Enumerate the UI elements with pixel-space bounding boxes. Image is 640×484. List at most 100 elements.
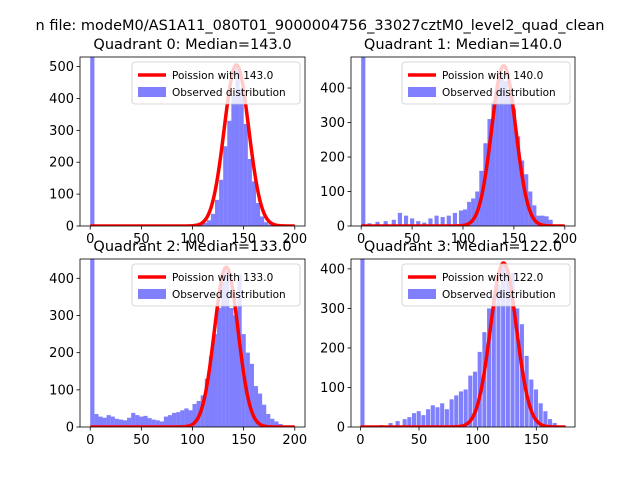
- quadrant-3-ytick-label-3: 300: [320, 302, 345, 317]
- quadrant-3-hist-bar-22: [487, 308, 492, 427]
- quadrant-2-hist-bar-22: [180, 410, 185, 427]
- quadrant-1-hist-bar-5: [397, 212, 403, 226]
- quadrant-2-hist-bar-8: [122, 420, 128, 427]
- quadrant-2-hist-bar-11: [135, 415, 140, 427]
- quadrant-2-ytick-label-0: 0: [66, 421, 74, 436]
- quadrant-2-hist-bar-34: [229, 308, 234, 427]
- quadrant-0-xtick-label-2: 100: [180, 232, 205, 247]
- quadrant-2-hist-bar-44: [270, 418, 275, 427]
- quadrant-1-hist-bar-37: [548, 219, 553, 226]
- quadrant-2-hist-bar-10: [131, 412, 136, 427]
- quadrant-2-hist-bar-20: [172, 412, 177, 427]
- quadrant-2-hist-bar-6: [114, 418, 119, 427]
- quadrant-2-legend-box: [131, 263, 301, 307]
- quadrant-3-hist-bar-34: [543, 411, 548, 427]
- quadrant-1-ytick-label-1: 100: [320, 185, 345, 200]
- quadrant-1-fit-line: [359, 63, 567, 226]
- quadrant-0-xtick-label-1: 50: [133, 232, 150, 247]
- quadrant-2-ytick-label-4: 400: [49, 272, 74, 287]
- quadrant-2-hist-bar-1: [94, 413, 99, 427]
- quadrant-1-hist-bar-3: [383, 221, 388, 226]
- quadrant-2-hist-bar-9: [127, 417, 132, 427]
- quadrant-2-hist-bar-42: [262, 404, 267, 427]
- quadrant-3-hist-bar-11: [435, 407, 440, 427]
- quadrant-0-legend-box: [131, 61, 301, 105]
- quadrant-2-hist-bar-35: [233, 315, 238, 427]
- quadrant-3-xtick-label-2: 100: [465, 433, 490, 448]
- quadrant-1-ytick-label-0: 0: [337, 220, 345, 235]
- quadrant-2-xtick-label-2: 100: [180, 433, 205, 448]
- quadrant-3-fit-line: [359, 261, 567, 427]
- quadrant-2-hist-bar-19: [167, 415, 173, 427]
- quadrant-0-hist-bar-15: [247, 159, 252, 226]
- quadrant-2-hist-bar-30: [212, 334, 218, 427]
- quadrant-3-hist-bar-8: [421, 415, 426, 427]
- quadrant-1-hist-bar-30: [520, 160, 525, 226]
- quadrant-1-hist-bar-4: [391, 219, 396, 226]
- quadrant-3-hist-bar-33: [538, 403, 543, 427]
- quadrant-0-hist-bar-5: [206, 220, 212, 226]
- quadrant-2-plot-area: [88, 259, 297, 427]
- quadrant-2-hist-bar-21: [176, 412, 181, 427]
- quadrant-1-hist-bar-14: [452, 212, 457, 226]
- quadrant-1-ytick-label-2: 200: [320, 151, 345, 166]
- quadrant-2-legend-hist-swatch: [138, 289, 166, 299]
- quadrant-3-xtick-label-3: 150: [524, 433, 549, 448]
- quadrant-3-xtick-label-1: 50: [411, 433, 428, 448]
- quadrant-0-ytick-label-2: 200: [49, 156, 74, 171]
- quadrant-0-title: Quadrant 0: Median=143.0: [93, 37, 291, 53]
- quadrant-3-hist-bar-12: [440, 403, 445, 427]
- quadrant-2-xtick-label-3: 150: [231, 433, 256, 448]
- quadrant-2-hist-bar-33: [225, 270, 230, 427]
- quadrant-3-hist-bar-9: [426, 409, 431, 427]
- quadrant-3-frame: [350, 258, 576, 428]
- quadrant-2-hist-bar-23: [184, 408, 189, 427]
- quadrant-2-ytick-label-3: 300: [49, 309, 74, 324]
- quadrant-3-hist-bar-26: [505, 270, 510, 427]
- quadrant-3-hist-bar-24: [496, 284, 501, 427]
- quadrant-2-hist-bar-28: [204, 378, 209, 427]
- quadrant-0-legend-hist-label: Observed distribution: [172, 87, 286, 99]
- quadrant-2-hist-bar-43: [266, 413, 271, 427]
- quadrant-3-hist-bar-27: [510, 272, 515, 427]
- quadrant-2-hist-bar-7: [118, 419, 124, 427]
- quadrant-3-hist-bar-4: [402, 419, 407, 427]
- quadrant-1-hist-bar-23: [491, 101, 496, 226]
- quadrant-3-hist-bar-6: [411, 413, 417, 427]
- quadrant-0-ytick-label-5: 500: [49, 60, 74, 75]
- quadrant-3-legend-fit-label: Poission with 122.0: [442, 272, 543, 284]
- quadrant-1-hist-bar-15: [458, 210, 464, 226]
- quadrant-1-hist-bar-35: [540, 215, 545, 226]
- quadrant-2-hist-bar-0: [90, 259, 95, 427]
- quadrant-1-hist-bar-8: [416, 221, 421, 226]
- quadrant-3-hist-bar-3: [395, 421, 400, 427]
- quadrant-3-xtick-label-0: 0: [356, 433, 364, 448]
- quadrant-1-hist-bar-27: [507, 94, 512, 226]
- quadrant-3-plot-area: [359, 259, 567, 427]
- quadrant-0-hist-bar-14: [243, 123, 248, 226]
- quadrant-3-hist-bar-13: [444, 409, 449, 427]
- quadrant-3-hist-bar-14: [449, 399, 454, 427]
- quadrant-1-hist-bar-12: [440, 217, 445, 226]
- quadrant-2-hist-bar-18: [163, 416, 169, 427]
- quadrant-3-hist-bar-36: [552, 423, 557, 427]
- quadrant-0-hist-bar-4: [202, 222, 207, 226]
- quadrant-0-hist-bar-16: [251, 181, 257, 226]
- quadrant-0-ytick-label-4: 400: [49, 92, 74, 107]
- quadrant-0-hist-bar-10: [227, 120, 232, 226]
- quadrant-0-hist-bar-12: [235, 68, 240, 226]
- quadrant-0-xtick-label-0: 0: [86, 232, 94, 247]
- quadrant-3-legend-box: [401, 263, 571, 307]
- quadrant-2-hist-bar-24: [188, 410, 193, 427]
- quadrant-2-hist-bar-5: [110, 416, 115, 427]
- quadrant-2-legend-hist-label: Observed distribution: [172, 289, 286, 301]
- quadrant-1-ytick-label-4: 400: [320, 82, 345, 97]
- quadrant-3-hist-bar-18: [468, 375, 473, 427]
- quadrant-1-hist-bar-7: [410, 218, 415, 226]
- quadrant-1-hist-bar-25: [499, 74, 504, 226]
- quadrant-1-xtick-label-0: 0: [357, 232, 365, 247]
- quadrant-0-ytick-label-1: 100: [49, 188, 74, 203]
- quadrant-3-ytick-label-1: 100: [320, 381, 345, 396]
- quadrant-0-hist-bar-20: [268, 224, 273, 226]
